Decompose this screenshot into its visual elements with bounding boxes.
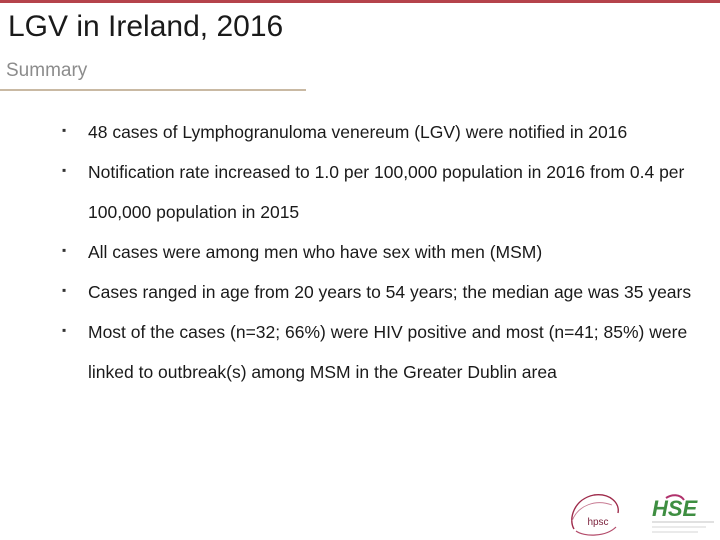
bullet-text: 48 cases of Lymphogranuloma venereum (LG…: [88, 122, 628, 142]
square-bullet-icon: ▪: [62, 283, 67, 297]
subtitle-rule: [0, 89, 306, 91]
square-bullet-icon: ▪: [62, 323, 67, 337]
top-accent-rule: [0, 0, 720, 3]
bullet-item: ▪ All cases were among men who have sex …: [62, 232, 692, 272]
bullet-text: Notification rate increased to 1.0 per 1…: [88, 162, 685, 222]
square-bullet-icon: ▪: [62, 163, 67, 177]
bullet-text: Most of the cases (n=32; 66%) were HIV p…: [88, 322, 688, 382]
hpsc-logo: hpsc: [571, 494, 619, 536]
bullet-list: ▪ 48 cases of Lymphogranuloma venereum (…: [62, 112, 692, 392]
hse-logo: HSE: [652, 494, 714, 533]
slide-subtitle: Summary: [6, 60, 88, 81]
hse-logo-text: HSE: [652, 496, 699, 521]
bullet-item: ▪ Cases ranged in age from 20 years to 5…: [62, 272, 692, 312]
bullet-text: All cases were among men who have sex wi…: [88, 242, 543, 262]
square-bullet-icon: ▪: [62, 243, 67, 257]
bullet-item: ▪ Most of the cases (n=32; 66%) were HIV…: [62, 312, 692, 392]
square-bullet-icon: ▪: [62, 123, 67, 137]
bullet-item: ▪ 48 cases of Lymphogranuloma venereum (…: [62, 112, 692, 152]
hpsc-logo-text: hpsc: [587, 517, 608, 528]
bullet-item: ▪ Notification rate increased to 1.0 per…: [62, 152, 692, 232]
bullet-text: Cases ranged in age from 20 years to 54 …: [88, 282, 692, 302]
slide-title: LGV in Ireland, 2016: [8, 10, 284, 43]
